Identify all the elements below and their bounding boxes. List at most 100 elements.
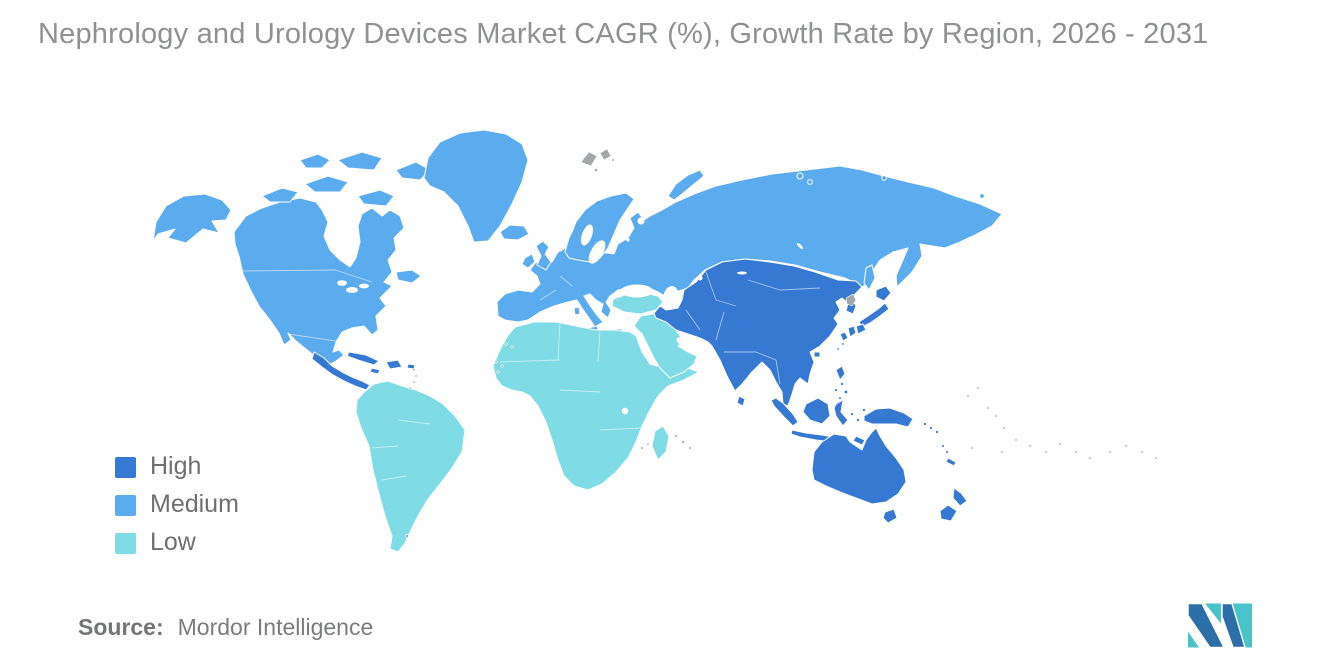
land-arctic-island <box>304 175 349 193</box>
legend-label-high: High <box>150 451 202 480</box>
land-borneo <box>802 397 831 425</box>
island-pacific <box>994 414 998 418</box>
land-north-korea <box>845 293 857 307</box>
land-iceland <box>499 224 530 241</box>
island-pacific <box>970 446 974 450</box>
land-luzon <box>835 365 846 381</box>
island-pacific <box>1058 442 1062 446</box>
sea-white-sea <box>637 217 645 225</box>
legend: High Medium Low <box>115 453 239 567</box>
island-indian-ocean <box>674 434 678 438</box>
island-canary <box>510 345 514 349</box>
land-australia <box>811 427 907 505</box>
legend-item-low: Low <box>115 529 239 557</box>
land-central-america <box>311 351 371 391</box>
land-svalbard <box>594 168 598 172</box>
land-severnaya-zemlya <box>796 172 804 180</box>
land-madagascar <box>651 425 670 461</box>
island-pacific <box>1108 450 1112 454</box>
land-arctic-island <box>357 189 395 207</box>
land-tasmania <box>882 508 898 524</box>
island-lesser-antilles <box>412 368 416 372</box>
land-solomons <box>928 425 934 431</box>
island-cape-verde <box>500 364 504 368</box>
logo-teal-top-triangle <box>1205 603 1221 624</box>
lake-balkhash <box>737 271 747 275</box>
island-indian-ocean <box>640 446 644 450</box>
land-timor <box>852 435 866 446</box>
island-indian-ocean <box>681 440 685 444</box>
land-puerto-rico <box>406 363 416 370</box>
land-africa <box>492 321 700 491</box>
land-jamaica <box>369 367 381 375</box>
logo-teal-right-block <box>1232 603 1252 648</box>
land-newfoundland <box>395 269 422 284</box>
land-alaska <box>152 193 232 244</box>
mordor-intelligence-logo <box>1188 603 1252 648</box>
land-hokkaido <box>875 285 892 302</box>
legend-label-low: Low <box>150 527 196 556</box>
sea-caspian <box>662 286 680 310</box>
lake-michigan-huron <box>346 287 358 293</box>
sea-black <box>621 284 653 298</box>
land-arctic-island <box>299 153 331 169</box>
land-moluccas <box>855 417 861 423</box>
legend-item-high: High <box>115 453 239 481</box>
island-pacific <box>1028 444 1032 448</box>
island-pacific <box>1140 450 1144 454</box>
land-greenland <box>423 129 529 243</box>
island-lesser-antilles <box>414 374 418 378</box>
island-canary <box>504 342 508 346</box>
land-philippine-island <box>839 381 845 387</box>
island-lesser-antilles <box>412 380 416 384</box>
island-falkland <box>405 534 409 538</box>
land-okinawa <box>841 342 845 346</box>
region-asia-pacific <box>653 258 968 524</box>
island-pacific <box>1014 438 1018 442</box>
land-nz-south-island <box>939 504 958 522</box>
land-philippine-island <box>838 396 842 400</box>
island-pacific <box>1154 456 1158 460</box>
land-svalbard <box>611 158 615 162</box>
legend-label-medium: Medium <box>150 489 239 518</box>
sea-baltic <box>588 240 606 264</box>
land-philippine-island <box>833 387 839 393</box>
land-honshu <box>858 302 890 328</box>
land-sumatra <box>770 397 799 427</box>
region-europe-russia <box>496 165 1003 335</box>
land-okinawa <box>836 347 840 351</box>
land-new-caledonia <box>945 457 957 467</box>
island-pacific <box>1044 450 1048 454</box>
land-sri-lanka <box>736 395 746 407</box>
sea-persian-gulf <box>676 337 694 351</box>
region-africa <box>492 321 700 491</box>
country-borders <box>242 269 821 481</box>
island-indian-ocean <box>688 446 692 450</box>
land-vanuatu <box>941 444 945 448</box>
island-pacific <box>1000 450 1004 454</box>
land-hispaniola <box>385 359 403 370</box>
land-moluccas <box>861 407 867 413</box>
chart-title: Nephrology and Urology Devices Market CA… <box>38 18 1209 50</box>
land-new-siberian-island <box>881 175 887 181</box>
island-cape-verde <box>496 370 500 374</box>
legend-swatch-high <box>115 456 136 478</box>
land-taiwan <box>839 331 849 342</box>
source-line: Source: Mordor Intelligence <box>78 614 373 641</box>
land-sardinia <box>573 306 581 316</box>
lake-baikal <box>796 242 804 250</box>
land-sakhalin <box>863 264 876 291</box>
island-pacific <box>976 386 980 390</box>
sea-bothnia <box>580 224 594 246</box>
land-scandinavia <box>564 192 635 263</box>
land-wrangel-island <box>979 193 985 199</box>
lake-erie-ontario <box>359 283 369 289</box>
land-sulawesi <box>833 399 849 427</box>
legend-item-medium: Medium <box>115 491 239 519</box>
lake-ladoga <box>626 238 630 242</box>
island-pacific <box>966 394 970 398</box>
island-indian-ocean <box>646 442 650 446</box>
land-cuba <box>346 351 380 366</box>
